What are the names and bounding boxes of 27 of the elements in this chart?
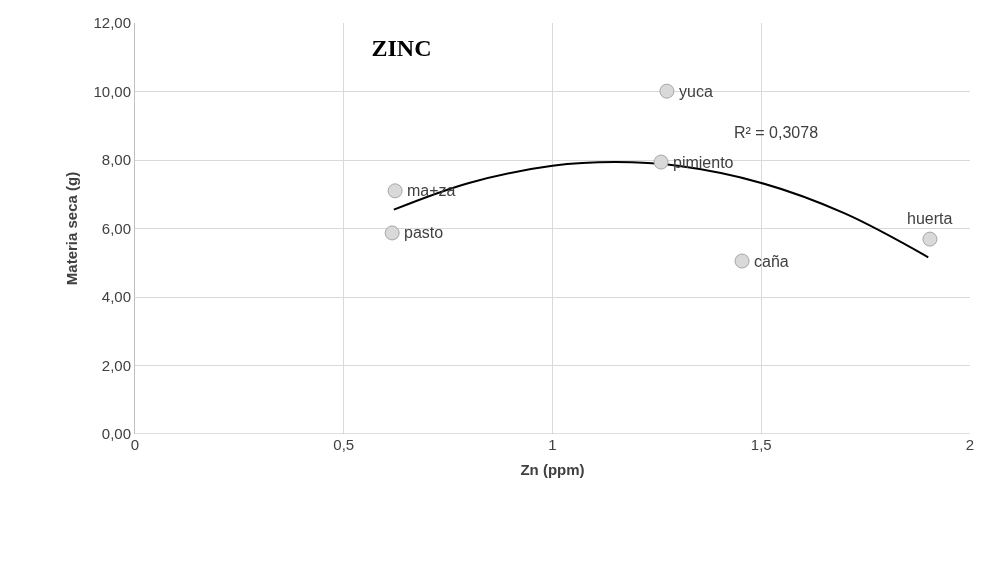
annotation: pasto	[404, 224, 444, 241]
annotation: yuca	[679, 83, 713, 100]
annotation: pimiento	[673, 154, 734, 171]
point	[387, 183, 403, 199]
x-tick-label: 1,5	[750, 436, 772, 453]
point	[653, 154, 669, 170]
y-tick-label: 10,00	[93, 82, 131, 100]
x-tick-label: 1	[548, 436, 557, 453]
y-tick-label: 6,00	[101, 219, 131, 237]
y-tick-label: 8,00	[101, 151, 131, 169]
y-axis-title: Materia seca (g)	[62, 171, 80, 286]
x-tick-label: 0	[130, 436, 140, 453]
text: ZINC	[371, 35, 432, 62]
x-tick-label: 2	[965, 436, 975, 453]
y-tick-label: 0,00	[101, 425, 131, 443]
point	[659, 83, 675, 99]
y-tick-label: 2,00	[101, 356, 131, 374]
annotation: caña	[754, 253, 789, 270]
point	[922, 231, 938, 247]
point	[384, 225, 400, 241]
x-tick-label: 0,5	[333, 436, 355, 453]
annotation: huerta	[907, 210, 953, 227]
x-axis-title: Zn (ppm)	[520, 461, 585, 478]
y-tick-label: 4,00	[101, 288, 131, 306]
annotation: R² = 0,3078	[734, 124, 819, 141]
point	[734, 253, 750, 269]
y-tick-label: 12,00	[93, 14, 131, 32]
